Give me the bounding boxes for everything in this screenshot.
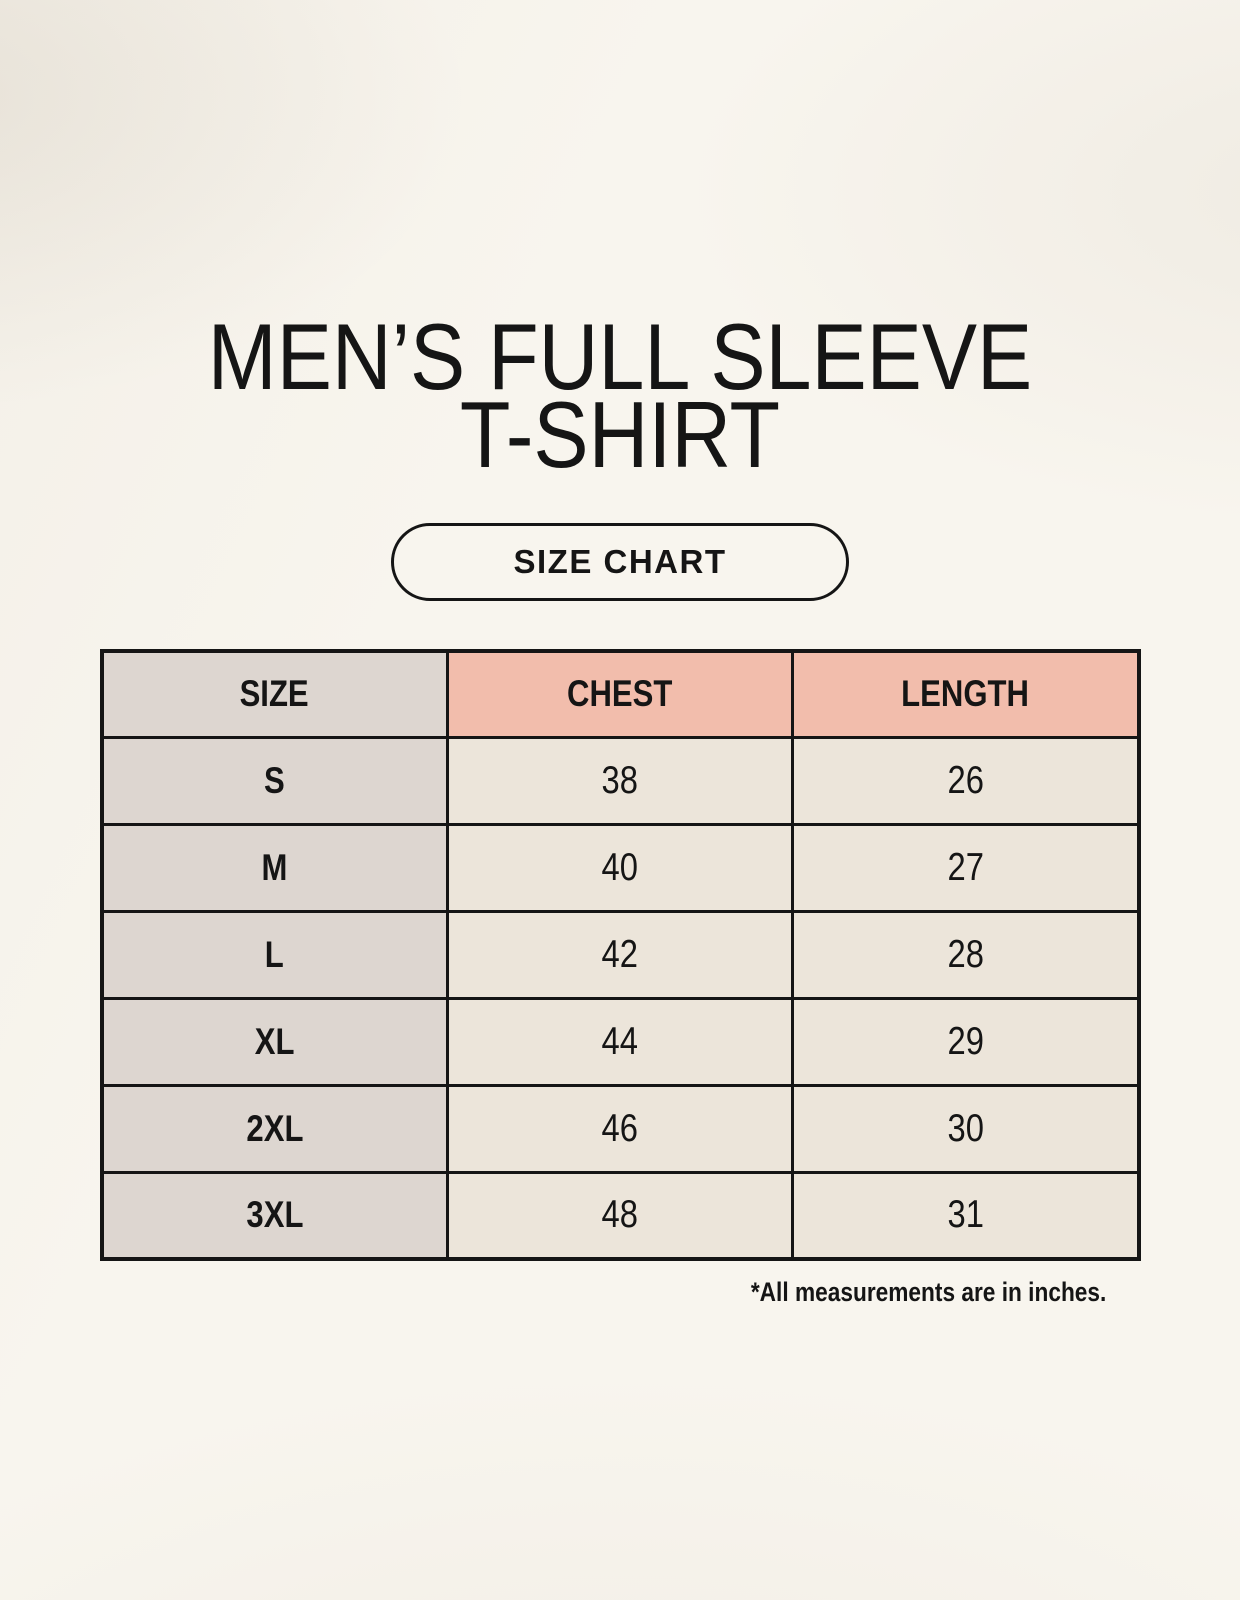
size-cell-label: XL [254, 1020, 295, 1062]
size-cell: L [100, 909, 449, 1000]
size-cell-label: L [265, 933, 285, 975]
size-cell: 3XL [100, 1170, 449, 1261]
size-cell-label: 2XL [246, 1107, 304, 1149]
column-header-size-label: SIZE [240, 673, 310, 715]
length-cell-label: 29 [947, 1019, 984, 1063]
table-row: S 38 26 [100, 735, 1140, 826]
table-row: 3XL 48 31 [100, 1170, 1140, 1261]
size-cell: 2XL [100, 1083, 449, 1174]
table-row: L 42 28 [100, 909, 1140, 1000]
length-cell: 28 [791, 909, 1140, 1000]
length-cell: 31 [791, 1170, 1140, 1261]
table-row: M 40 27 [100, 822, 1140, 913]
size-cell: XL [100, 996, 449, 1087]
size-cell: S [100, 735, 449, 826]
length-cell: 27 [791, 822, 1140, 913]
size-table-body: S 38 26 M 40 27 L 42 28 XL 44 29 2XL 46 30 3XL 48 31 [100, 735, 1140, 1261]
chest-cell: 44 [445, 996, 795, 1087]
chest-cell-label: 44 [601, 1019, 639, 1063]
size-cell-label: S [264, 759, 285, 801]
page-title: MEN’S FULL SLEEVE T-SHIRT [74, 304, 1165, 487]
measurements-footnote-label: *All measurements are in inches. [751, 1277, 1107, 1307]
length-cell: 29 [791, 996, 1140, 1087]
length-cell-label: 31 [947, 1193, 984, 1237]
column-header-size: SIZE [100, 649, 449, 739]
column-header-chest: CHEST [445, 649, 795, 739]
chest-cell: 46 [445, 1083, 795, 1174]
table-row: XL 44 29 [100, 996, 1140, 1087]
table-header-row: SIZE CHEST LENGTH [100, 649, 1140, 739]
chest-cell: 48 [445, 1170, 795, 1261]
size-chart-pill-label: SIZE CHART [513, 543, 727, 580]
title-line-2: T-SHIRT [459, 382, 781, 487]
size-table-wrapper: SIZE CHEST LENGTH S 38 26 M 40 27 L 42 28 XL 44 29 2… [99, 649, 1141, 1308]
column-header-length-label: LENGTH [901, 673, 1030, 715]
size-cell: M [100, 822, 449, 913]
chest-cell-label: 38 [601, 758, 639, 802]
length-cell-label: 26 [947, 758, 984, 802]
length-cell-label: 27 [947, 845, 984, 889]
length-cell-label: 30 [947, 1106, 984, 1150]
length-cell: 30 [791, 1083, 1140, 1174]
chest-cell: 40 [445, 822, 795, 913]
chest-cell: 42 [445, 909, 795, 1000]
length-cell: 26 [791, 735, 1140, 826]
size-chart-pill-button[interactable]: SIZE CHART [391, 523, 849, 601]
chest-cell-label: 42 [601, 932, 639, 976]
title-line-1: MEN’S FULL SLEEVE [207, 304, 1033, 409]
chest-cell: 38 [445, 735, 795, 826]
chest-cell-label: 40 [601, 845, 639, 889]
column-header-chest-label: CHEST [567, 673, 673, 715]
size-cell-label: M [261, 846, 288, 888]
chest-cell-label: 46 [601, 1106, 639, 1150]
size-cell-label: 3XL [246, 1194, 304, 1236]
column-header-length: LENGTH [791, 649, 1140, 739]
chest-cell-label: 48 [601, 1193, 639, 1237]
length-cell-label: 28 [947, 932, 984, 976]
size-chart-table: SIZE CHEST LENGTH S 38 26 M 40 27 L 42 28 XL 44 29 2… [99, 649, 1141, 1261]
measurements-footnote: *All measurements are in inches. [100, 1277, 1141, 1308]
table-row: 2XL 46 30 [100, 1083, 1140, 1174]
